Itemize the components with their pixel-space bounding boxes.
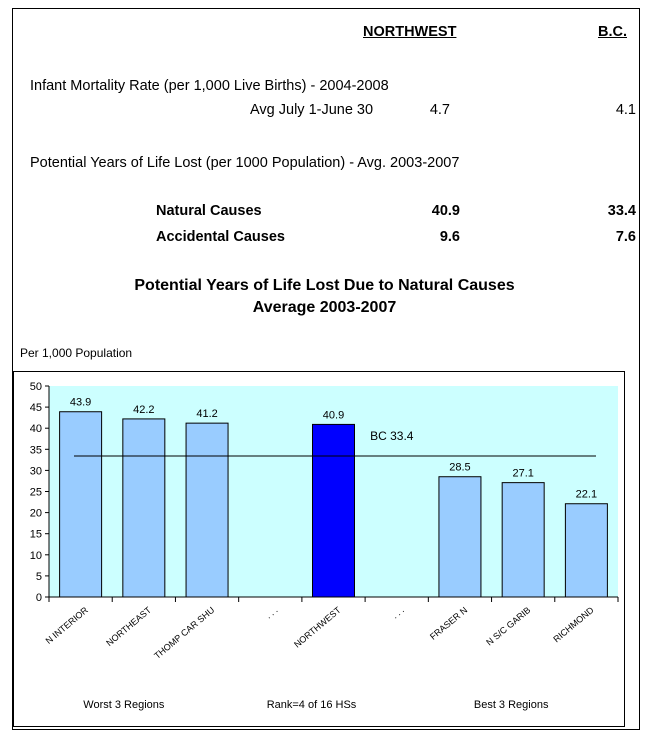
infant-mortality-sub-label: Avg July 1-June 30 [250, 102, 374, 118]
accidental-causes-bc: 7.6 [615, 229, 636, 245]
accidental-causes-label: Accidental Causes [156, 229, 285, 245]
chart-box: 0 5 10 15 20 25 30 35 40 45 50 43.9 42.2 41.2 40.9 28.5… [13, 371, 625, 727]
natural-causes-label: Natural Causes [156, 203, 262, 219]
x-category-label: . . . [264, 605, 280, 621]
bar [438, 476, 482, 598]
y-axis-unit-label: Per 1,000 Population [20, 346, 133, 360]
bar-value-label: 41.2 [196, 408, 217, 420]
bar-value-label: 43.9 [70, 397, 91, 409]
x-category-label: NORTHEAST [104, 605, 153, 649]
group-label: Rank=4 of 16 HSs [267, 699, 357, 711]
x-category-label: THOMP CAR SHU [152, 605, 216, 661]
bar-value-label: 22.1 [576, 489, 597, 501]
natural-causes-northwest: 40.9 [431, 203, 460, 219]
bc-reference-label: BC 33.4 [370, 429, 414, 443]
y-tick-label: 30 [30, 465, 42, 477]
column-header-northwest: NORTHWEST [363, 24, 457, 40]
infant-mortality-bc: 4.1 [615, 102, 636, 118]
chart-title-line2: Average 2003-2007 [252, 299, 397, 316]
y-tick-label: 50 [30, 381, 42, 393]
x-category-label: N INTERIOR [44, 605, 91, 646]
bar-value-label: 28.5 [449, 462, 470, 474]
y-tick-label: 10 [30, 550, 42, 562]
y-tick-label: 15 [30, 529, 42, 541]
report-frame [12, 8, 640, 730]
bar [185, 422, 229, 598]
column-header-bc: B.C. [598, 24, 627, 40]
infant-mortality-northwest: 4.7 [429, 102, 450, 118]
y-tick-label: 5 [36, 571, 42, 583]
x-category-label: NORTHWEST [292, 605, 343, 650]
bar [59, 411, 103, 598]
y-tick-label: 40 [30, 423, 42, 435]
bar [312, 423, 355, 598]
y-tick-label: 45 [30, 402, 42, 414]
bar-value-label: 27.1 [512, 468, 533, 480]
group-label: Worst 3 Regions [83, 699, 165, 711]
bar-chart: 0 5 10 15 20 25 30 35 40 45 50 43.9 42.2 41.2 40.9 28.5… [30, 381, 619, 711]
y-tick-label: 20 [30, 508, 42, 520]
x-category-label: RICHMOND [551, 605, 596, 645]
infant-mortality-label: Infant Mortality Rate (per 1,000 Live Bi… [30, 78, 389, 94]
x-category-label: . . . [390, 605, 406, 621]
y-tick-label: 0 [36, 592, 42, 604]
accidental-causes-northwest: 9.6 [439, 229, 460, 245]
group-label: Best 3 Regions [474, 699, 549, 711]
bar [122, 418, 166, 598]
bar [564, 503, 608, 598]
bar [501, 482, 545, 598]
bar-value-label: 40.9 [323, 409, 344, 421]
bar-value-label: 42.2 [133, 404, 154, 416]
x-category-label: FRASER N [428, 605, 469, 642]
natural-causes-bc: 33.4 [607, 203, 636, 219]
x-category-label: N S/C GARIB [484, 605, 532, 648]
chart-title-line1: Potential Years of Life Lost Due to Natu… [134, 277, 515, 294]
pyll-label: Potential Years of Life Lost (per 1000 P… [30, 155, 460, 171]
y-tick-label: 25 [30, 487, 42, 499]
y-tick-label: 35 [30, 444, 42, 456]
